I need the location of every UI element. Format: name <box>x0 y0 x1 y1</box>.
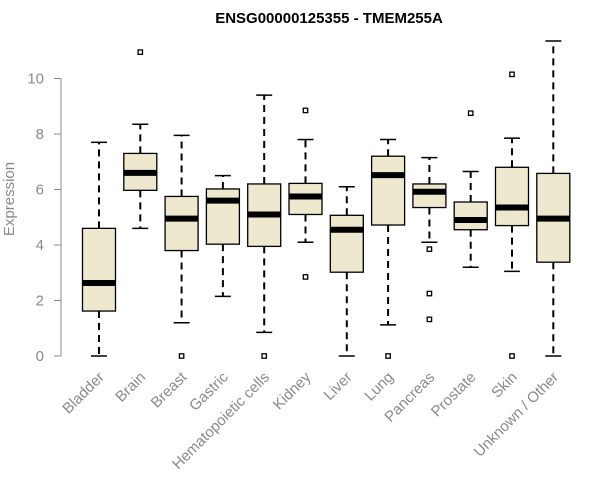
box-hematopoietic-cells <box>247 94 282 359</box>
x-tick-label: Breast <box>148 368 191 411</box>
y-tick-label: 2 <box>36 293 44 310</box>
iqr-box <box>81 227 117 312</box>
outlier-point <box>137 49 144 55</box>
y-tick-label: 8 <box>36 126 44 143</box>
x-tick-label: Liver <box>321 369 356 404</box>
outlier-point <box>426 316 433 323</box>
y-axis-label: Expression <box>1 162 18 236</box>
outlier-point <box>509 353 515 359</box>
box-bladder <box>81 141 117 357</box>
box-skin <box>494 71 530 359</box>
iqr-box <box>412 183 447 209</box>
outlier-point <box>385 353 391 359</box>
y-axis: 0 2 4 6 8 10 <box>27 71 62 365</box>
x-tick-label: Brain <box>112 369 149 406</box>
box-lung <box>370 138 406 359</box>
box-gastric <box>205 174 241 298</box>
outlier-point <box>302 274 309 280</box>
chart-title: ENSG00000125355 - TMEM255A <box>215 10 443 27</box>
boxes-group <box>81 40 571 359</box>
outlier-point <box>509 71 515 78</box>
x-tick-label: Kidney <box>270 368 315 413</box>
y-tick-label: 0 <box>36 348 44 365</box>
iqr-box <box>164 195 199 252</box>
x-tick-label: Prostate <box>428 369 480 421</box>
outlier-point <box>426 290 433 297</box>
y-tick-label: 6 <box>36 182 44 199</box>
outlier-point <box>467 110 474 117</box>
outlier-point <box>302 107 309 114</box>
iqr-box <box>329 214 364 273</box>
outlier-point <box>261 353 268 359</box>
box-kidney <box>288 107 323 280</box>
box-pancreas <box>412 156 447 323</box>
x-tick-label: Skin <box>488 369 521 402</box>
x-tick-label: Lung <box>361 369 397 405</box>
box-prostate <box>453 110 488 268</box>
iqr-box <box>370 155 406 226</box>
box-breast <box>164 134 199 359</box>
iqr-box <box>453 201 488 231</box>
iqr-box <box>494 166 530 227</box>
outlier-point <box>178 353 185 359</box>
outlier-point <box>426 246 433 253</box>
x-tick-label: Bladder <box>59 369 108 418</box>
y-tick-label: 10 <box>27 71 44 88</box>
box-unknown-other <box>536 40 571 357</box>
box-brain <box>123 49 158 230</box>
box-liver <box>329 185 364 357</box>
iqr-box <box>205 188 241 245</box>
y-tick-label: 4 <box>36 237 44 254</box>
